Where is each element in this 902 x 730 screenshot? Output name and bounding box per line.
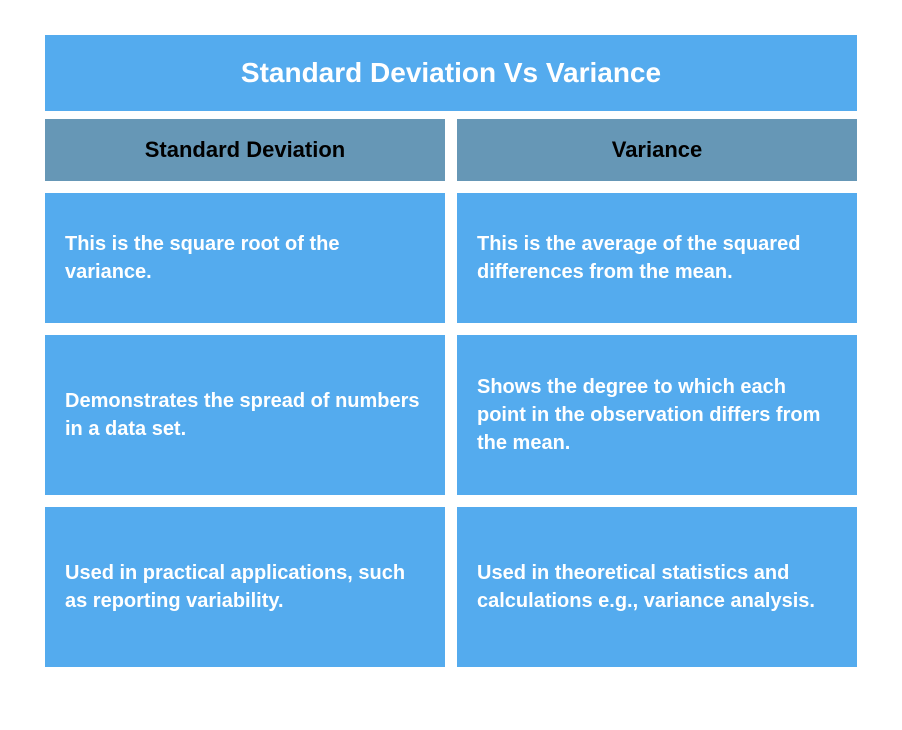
cell-variance-degree: Shows the degree to which each point in …: [457, 335, 857, 495]
cell-stddev-usage: Used in practical applications, such as …: [45, 507, 445, 667]
table-title: Standard Deviation Vs Variance: [45, 35, 857, 111]
comparison-table: Standard Deviation Vs Variance Standard …: [45, 35, 857, 667]
table-row: Demonstrates the spread of numbers in a …: [45, 335, 857, 495]
column-header-stddev: Standard Deviation: [45, 119, 445, 181]
cell-stddev-spread: Demonstrates the spread of numbers in a …: [45, 335, 445, 495]
cell-variance-definition: This is the average of the squared diffe…: [457, 193, 857, 323]
table-row: This is the square root of the variance.…: [45, 193, 857, 323]
table-row: Used in practical applications, such as …: [45, 507, 857, 667]
table-header-row: Standard Deviation Variance: [45, 119, 857, 181]
cell-variance-usage: Used in theoretical statistics and calcu…: [457, 507, 857, 667]
column-header-variance: Variance: [457, 119, 857, 181]
cell-stddev-definition: This is the square root of the variance.: [45, 193, 445, 323]
